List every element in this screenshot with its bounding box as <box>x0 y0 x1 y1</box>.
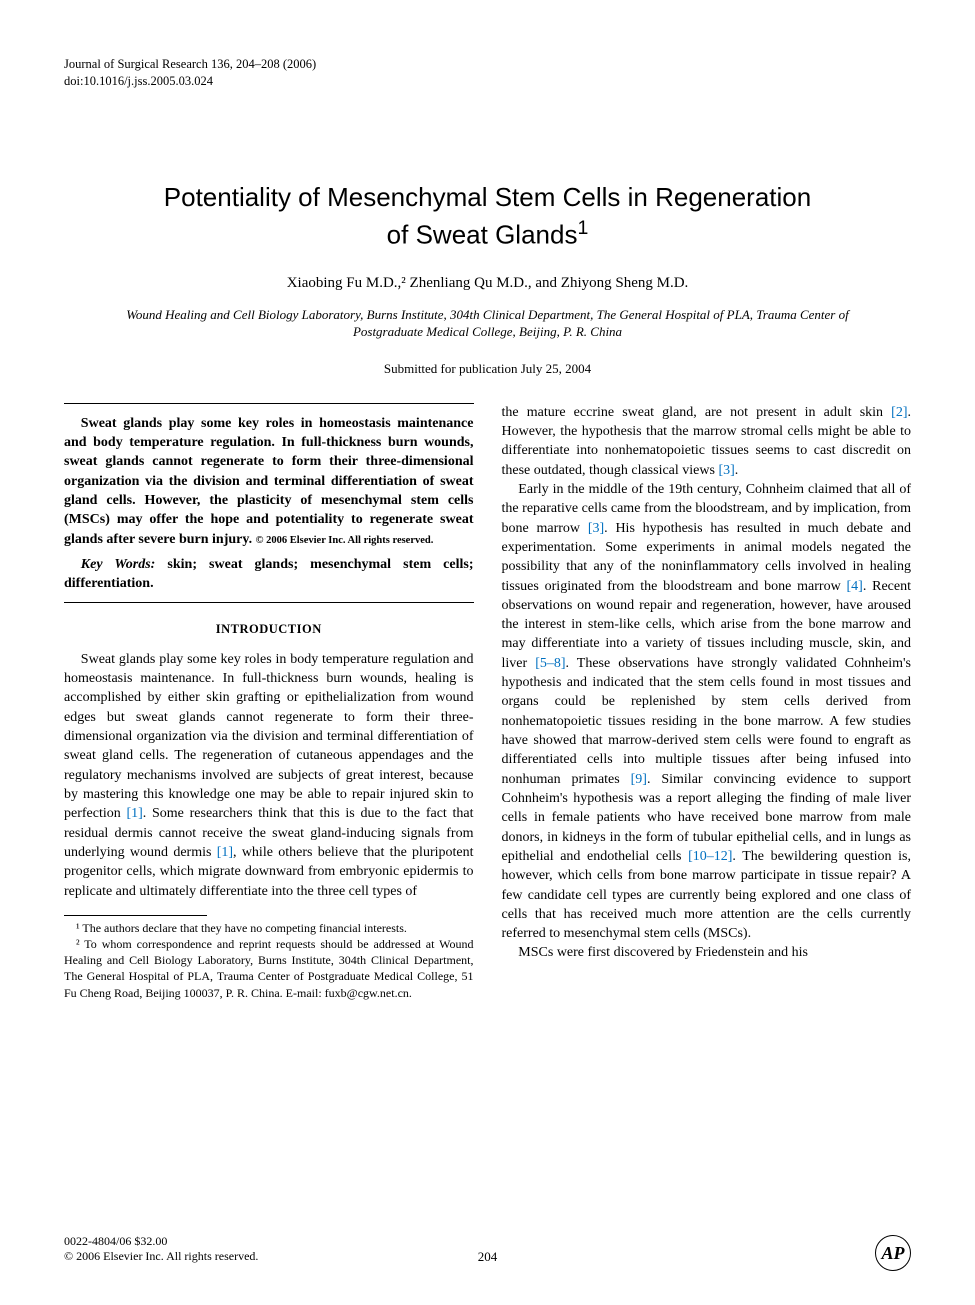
publisher-logo-text: AP <box>881 1243 904 1264</box>
paragraph-4: MSCs were first discovered by Friedenste… <box>502 943 912 962</box>
citation-2[interactable]: [2] <box>891 405 907 420</box>
p2-text-c: . <box>735 463 739 478</box>
title-line-1: Potentiality of Mesenchymal Stem Cells i… <box>164 182 811 212</box>
citation-10-12[interactable]: [10–12] <box>688 849 732 864</box>
journal-citation: Journal of Surgical Research 136, 204–20… <box>64 56 911 73</box>
title-line-2: of Sweat Glands <box>387 220 578 250</box>
abstract-block: Sweat glands play some key roles in home… <box>64 403 474 603</box>
paragraph-3: Early in the middle of the 19th century,… <box>502 480 912 944</box>
abstract-text: Sweat glands play some key roles in home… <box>64 414 474 549</box>
article-title: Potentiality of Mesenchymal Stem Cells i… <box>124 180 851 253</box>
abstract-copyright: © 2006 Elsevier Inc. All rights reserved… <box>256 535 434 546</box>
journal-header: Journal of Surgical Research 136, 204–20… <box>64 56 911 90</box>
title-footnote-marker: 1 <box>577 217 588 239</box>
footnotes-block: ¹ The authors declare that they have no … <box>64 915 474 1001</box>
doi: doi:10.1016/j.jss.2005.03.024 <box>64 73 911 90</box>
citation-4[interactable]: [4] <box>847 579 863 594</box>
footer-copyright: © 2006 Elsevier Inc. All rights reserved… <box>64 1249 258 1265</box>
keywords-label: Key Words: <box>81 557 156 572</box>
keywords-line: Key Words: skin; sweat glands; mesenchym… <box>64 555 474 594</box>
p1-text-a: Sweat glands play some key roles in body… <box>64 652 474 822</box>
citation-9[interactable]: [9] <box>631 772 647 787</box>
footnote-rule <box>64 915 207 916</box>
author-list: Xiaobing Fu M.D.,² Zhenliang Qu M.D., an… <box>64 275 911 292</box>
citation-5-8[interactable]: [5–8] <box>535 656 565 671</box>
footnote-1: ¹ The authors declare that they have no … <box>64 920 474 936</box>
page-number: 204 <box>478 1249 498 1265</box>
affiliation: Wound Healing and Cell Biology Laborator… <box>94 306 881 341</box>
paragraph-1: Sweat glands play some key roles in body… <box>64 650 474 901</box>
submission-date: Submitted for publication July 25, 2004 <box>64 361 911 377</box>
publisher-logo-icon: AP <box>875 1235 911 1271</box>
abstract-content: Sweat glands play some key roles in home… <box>64 416 474 547</box>
citation-1[interactable]: [1] <box>126 806 142 821</box>
footnote-2: ² To whom correspondence and reprint req… <box>64 936 474 1001</box>
paragraph-2: the mature eccrine sweat gland, are not … <box>502 403 912 480</box>
p2-text-a: the mature eccrine sweat gland, are not … <box>502 405 892 420</box>
citation-3[interactable]: [3] <box>718 463 734 478</box>
citation-3b[interactable]: [3] <box>588 521 604 536</box>
section-heading-introduction: INTRODUCTION <box>64 621 474 638</box>
body-columns: Sweat glands play some key roles in home… <box>64 403 911 1001</box>
footer-issn: 0022-4804/06 $32.00 <box>64 1234 258 1250</box>
citation-1b[interactable]: [1] <box>217 845 233 860</box>
footer-left: 0022-4804/06 $32.00 © 2006 Elsevier Inc.… <box>64 1234 258 1265</box>
p3-text-d: . These observations have strongly valid… <box>502 656 912 787</box>
